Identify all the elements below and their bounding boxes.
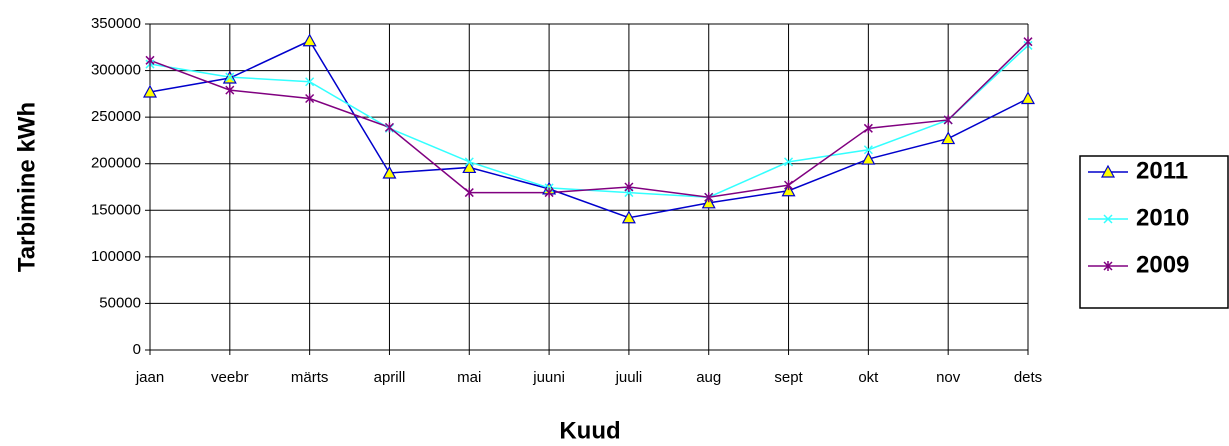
marker-shape [1020, 91, 1036, 105]
marker [142, 84, 158, 98]
marker [544, 187, 554, 198]
marker [784, 180, 794, 191]
x-tick-label: jaan [135, 369, 164, 386]
y-tick-label: 100000 [91, 248, 141, 265]
marker [701, 195, 716, 209]
marker-shape [1023, 36, 1033, 47]
marker-shape [941, 131, 956, 145]
series-line [149, 44, 1029, 199]
marker-shape [704, 192, 714, 203]
marker-shape [863, 145, 873, 155]
x-tick-label: dets [1014, 369, 1042, 386]
series-line [149, 41, 1029, 199]
marker [784, 157, 794, 167]
marker-shape [1103, 261, 1113, 271]
x-axis-title: Kuud [559, 417, 620, 444]
x-tick-label: aug [696, 369, 721, 386]
y-axis-title: Tarbimine kWh [13, 102, 40, 272]
marker-shape [302, 33, 317, 47]
marker [781, 183, 796, 197]
marker [1023, 36, 1033, 47]
y-tick-label: 350000 [91, 15, 141, 32]
x-tick-label: aprill [374, 369, 406, 386]
x-tick-label: sept [774, 369, 803, 386]
marker [863, 123, 873, 134]
marker [863, 145, 873, 155]
x-tick-label: veebr [211, 369, 249, 386]
marker [1020, 91, 1036, 105]
legend-label: 2011 [1136, 157, 1188, 184]
marker-shape [464, 157, 474, 167]
marker-shape [384, 122, 394, 133]
legend-label: 2009 [1136, 251, 1189, 278]
marker-shape [142, 84, 158, 98]
marker-shape [305, 93, 315, 104]
marker [1103, 214, 1113, 224]
marker-shape [464, 187, 474, 198]
x-tick-label: okt [858, 369, 879, 386]
marker-shape [145, 55, 155, 66]
marker [1100, 164, 1116, 178]
marker [704, 192, 714, 203]
y-tick-label: 150000 [91, 201, 141, 218]
marker-shape [382, 165, 397, 179]
marker [1103, 261, 1113, 271]
marker [462, 160, 477, 174]
marker-shape [544, 187, 554, 198]
marker-shape [305, 77, 315, 87]
marker [302, 33, 317, 47]
marker-shape [781, 183, 796, 197]
marker-shape [863, 123, 873, 134]
marker [225, 72, 235, 82]
marker [225, 85, 235, 96]
marker-shape [861, 151, 876, 165]
marker [384, 122, 394, 133]
marker-shape [225, 72, 235, 82]
x-tick-label: nov [936, 369, 961, 386]
legend-label: 2010 [1136, 204, 1189, 231]
marker-shape [784, 157, 794, 167]
y-tick-label: 200000 [91, 155, 141, 172]
x-tick-label: märts [291, 369, 329, 386]
marker-shape [621, 210, 636, 224]
marker-shape [225, 85, 235, 96]
marker-shape [943, 114, 953, 125]
marker [464, 187, 474, 198]
y-tick-label: 250000 [91, 108, 141, 125]
marker [305, 77, 315, 87]
marker [145, 55, 155, 66]
marker [943, 114, 953, 125]
marker-shape [784, 180, 794, 191]
y-tick-label: 0 [133, 341, 141, 358]
marker [464, 157, 474, 167]
marker [621, 210, 636, 224]
y-tick-label: 50000 [99, 294, 141, 311]
series-line [149, 39, 1029, 219]
y-tick-label: 300000 [91, 62, 141, 79]
marker-shape [701, 195, 716, 209]
marker [382, 165, 397, 179]
marker [941, 131, 956, 145]
marker [624, 182, 634, 192]
marker-shape [1103, 214, 1113, 224]
marker [305, 93, 315, 104]
x-tick-label: juuni [532, 369, 565, 386]
x-tick-label: juuli [615, 369, 643, 386]
marker-shape [624, 182, 634, 192]
marker-shape [462, 160, 477, 174]
x-tick-label: mai [457, 369, 481, 386]
marker [861, 151, 876, 165]
marker-shape [1100, 164, 1116, 178]
legend-box [1079, 155, 1229, 309]
